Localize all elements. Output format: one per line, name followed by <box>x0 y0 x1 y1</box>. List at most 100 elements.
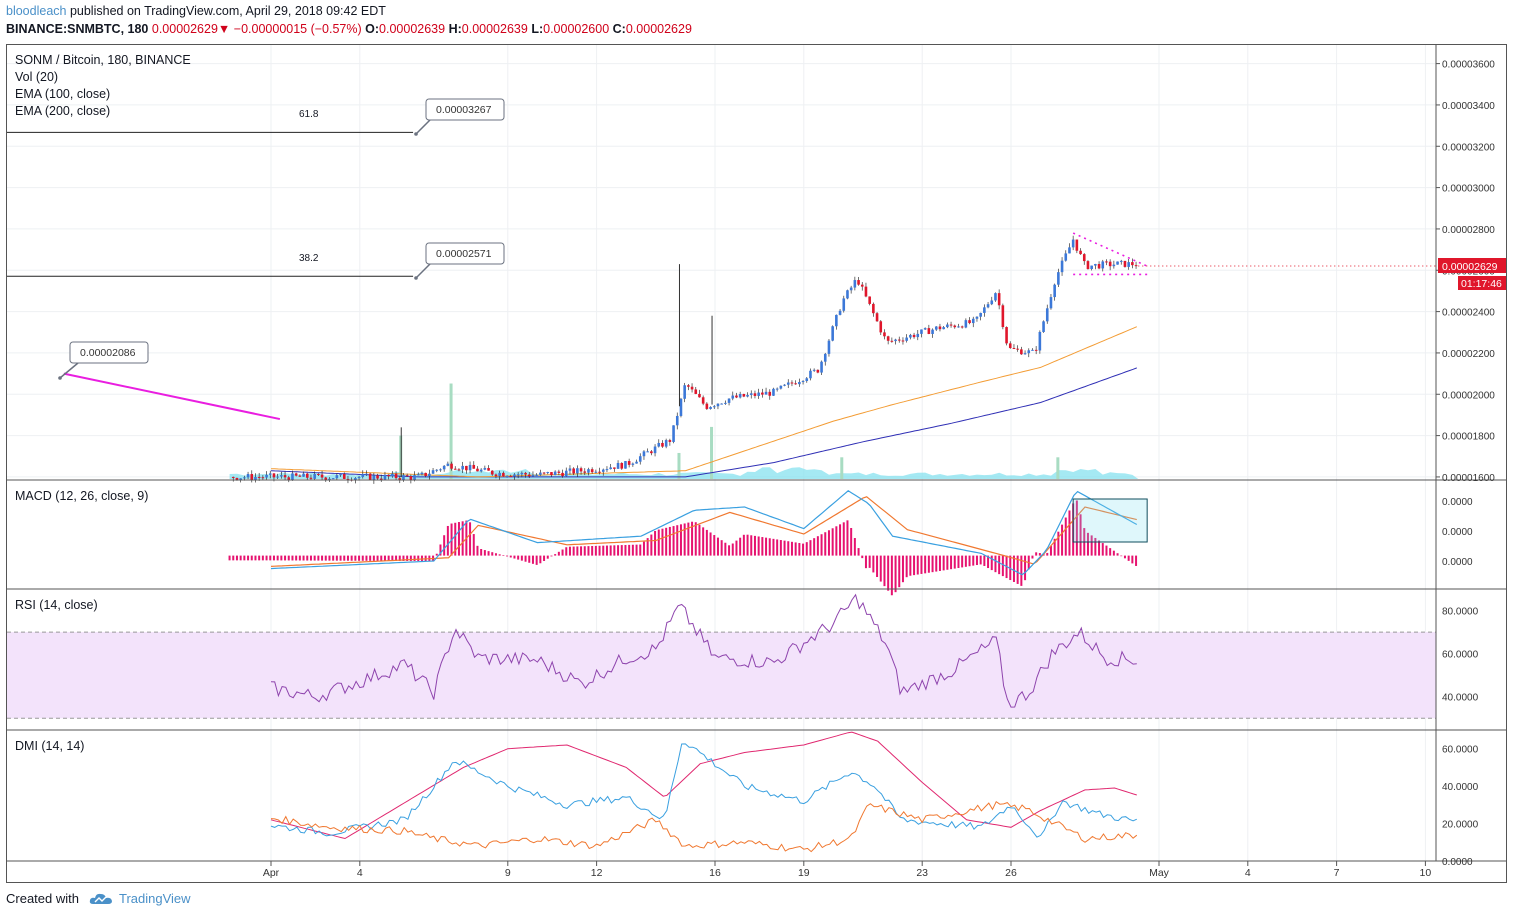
candle-body <box>520 472 524 475</box>
macd-histogram-bar <box>269 555 272 561</box>
candle-body <box>231 476 235 478</box>
macd-histogram-bar <box>1135 555 1138 566</box>
callout-3-box[interactable] <box>69 341 149 364</box>
macd-histogram-bar <box>387 555 390 561</box>
macd-histogram-bar <box>594 545 597 556</box>
author-link[interactable]: bloodleach <box>6 4 67 18</box>
macd-histogram-bar <box>779 540 782 556</box>
callout-2-box[interactable] <box>425 242 505 265</box>
candle-body <box>838 310 842 315</box>
published-text: published on TradingView.com, April 29, … <box>69 4 386 18</box>
candle-body <box>590 469 594 473</box>
candle-body <box>642 451 646 457</box>
macd-histogram-bar <box>454 522 457 556</box>
callout-pointer <box>415 263 431 279</box>
macd-histogram-bar <box>1112 550 1115 556</box>
macd-histogram-bar <box>565 547 568 556</box>
macd-histogram-bar <box>461 521 464 556</box>
macd-histogram-bar <box>705 529 708 556</box>
candle-body <box>391 473 394 477</box>
macd-histogram-bar <box>602 545 605 556</box>
candle-body <box>997 293 1001 306</box>
candle-body <box>650 451 653 454</box>
candle-body <box>823 353 827 362</box>
macd-histogram-bar <box>831 528 834 556</box>
macd-histogram-bar <box>883 555 886 587</box>
candle-body <box>387 474 390 477</box>
macd-histogram-bar <box>535 555 538 565</box>
macd-histogram-bar <box>295 555 298 561</box>
macd-histogram-bar <box>483 550 486 556</box>
candle-body <box>709 406 712 409</box>
candle-body <box>901 340 905 342</box>
candle-body <box>298 475 302 477</box>
close-value: 0.00002629 <box>625 22 692 36</box>
macd-histogram-bar <box>254 555 257 561</box>
candle-body <box>712 406 716 408</box>
candle-body <box>698 393 701 398</box>
candle-body <box>968 320 971 324</box>
callout-1-box[interactable] <box>425 98 505 121</box>
callout-anchor <box>414 132 418 136</box>
tradingview-cloud-icon[interactable] <box>89 892 113 906</box>
time-tick-label: 19 <box>798 867 810 879</box>
candle-body <box>827 340 831 354</box>
macd-histogram-bar <box>898 555 901 588</box>
macd-histogram-bar <box>635 544 638 556</box>
macd-histogram-bar <box>539 555 542 564</box>
macd-histogram-bar <box>554 554 557 556</box>
macd-histogram-bar <box>839 524 842 556</box>
macd-histogram-bar <box>772 538 775 556</box>
macd-histogram-bar <box>402 555 405 561</box>
volume-spike <box>840 457 844 479</box>
macd-histogram-bar <box>350 555 353 561</box>
candle-body <box>616 463 620 469</box>
macd-histogram-bar <box>661 528 664 556</box>
chart-frame[interactable] <box>6 44 1507 883</box>
macd-histogram-bar <box>716 537 719 556</box>
candle-body <box>1012 348 1016 350</box>
candle-body <box>761 392 764 395</box>
candle-body <box>746 394 749 397</box>
candle-body <box>605 469 609 471</box>
minus-di-line <box>270 800 1138 853</box>
macd-histogram-bar <box>990 555 993 571</box>
macd-histogram-bar <box>757 536 760 556</box>
macd-histogram-bar <box>901 555 904 583</box>
candle-body <box>931 329 934 334</box>
axes: 0.00003600 0.00003400 0.00003200 0.00003000… <box>7 45 1506 879</box>
candle-body <box>638 456 642 462</box>
macd-histogram-bar <box>383 555 386 561</box>
candle-body <box>250 473 254 480</box>
macd-histogram-bar <box>469 522 472 556</box>
macd-histogram-bar <box>702 527 705 556</box>
macd-histogram-bar <box>720 540 723 556</box>
grid-lines <box>7 45 1436 861</box>
tradingview-brand[interactable]: TradingView <box>118 891 191 906</box>
price-tick-label: 0.00002400 <box>1442 308 1495 319</box>
macd-histogram-bar <box>291 555 294 561</box>
candle-body <box>1016 348 1019 350</box>
macd-histogram-bar <box>391 555 394 561</box>
macd-histogram-bar <box>480 549 483 556</box>
macd-histogram-bar <box>328 555 331 561</box>
macd-histogram-bar <box>942 555 945 571</box>
candle-body <box>1127 262 1130 267</box>
candle-body <box>342 474 346 479</box>
macd-histogram-bar <box>235 555 238 561</box>
macd-histogram-bar <box>576 546 579 556</box>
candle-body <box>553 471 557 476</box>
macd-histogram-bar <box>861 555 864 559</box>
candle-body <box>235 477 239 480</box>
candle-body <box>494 474 498 477</box>
macd-histogram-bar <box>591 546 594 556</box>
macd-histogram-bar <box>909 555 912 576</box>
macd-histogram-bar <box>309 555 312 561</box>
macd-histogram-bar <box>520 555 523 561</box>
price-tick-label: 0.00003600 <box>1442 60 1495 71</box>
candle-body <box>1079 250 1082 255</box>
rsi-band <box>7 632 1436 719</box>
candle-body <box>905 337 908 341</box>
macd-histogram-bar <box>931 555 934 573</box>
